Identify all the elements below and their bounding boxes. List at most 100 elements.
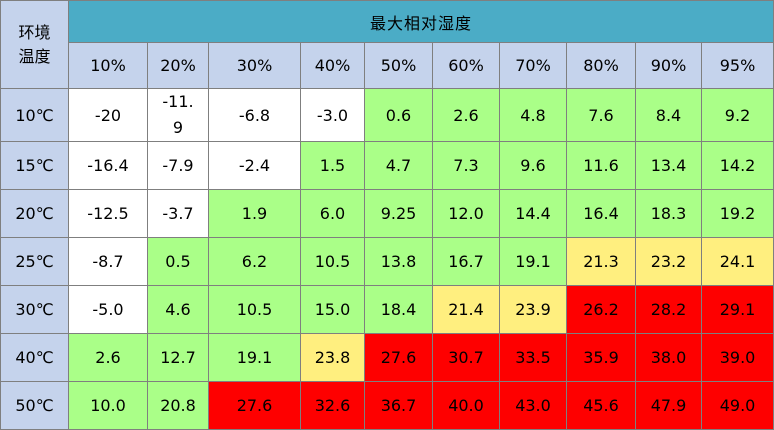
dew-point-cell: 2.6 xyxy=(432,88,500,142)
table-row: 25℃ -8.7 0.5 6.2 10.5 13.8 16.7 19.1 21.3 23.2 24.… xyxy=(0,237,774,286)
dew-point-cell: -11.9 xyxy=(147,88,209,142)
row-temperature-label: 25℃ xyxy=(0,237,69,286)
dew-point-cell: -20 xyxy=(68,88,148,142)
dew-point-cell: 32.6 xyxy=(300,381,365,430)
dew-point-cell: 19.1 xyxy=(208,333,301,382)
row-temperature-label: 15℃ xyxy=(0,141,69,190)
dew-point-cell: 20.8 xyxy=(147,381,209,430)
dew-point-cell: 9.2 xyxy=(700,88,774,142)
dew-point-cell: 43.0 xyxy=(499,381,567,430)
table-row: 50℃ 10.0 20.8 27.6 32.6 36.7 40.0 43.0 45.6 47.9 4… xyxy=(0,381,774,430)
dew-point-cell: 7.3 xyxy=(432,141,500,190)
dew-point-cell: 27.6 xyxy=(364,333,433,382)
dew-point-cell: 14.2 xyxy=(700,141,774,190)
humidity-header-20pct: 20% xyxy=(147,42,209,89)
dew-point-cell: 21.3 xyxy=(566,237,636,286)
dew-point-cell: 1.5 xyxy=(300,141,365,190)
dew-point-cell: 10.5 xyxy=(300,237,365,286)
dew-point-cell: 8.4 xyxy=(635,88,702,142)
dew-point-cell: -5.0 xyxy=(68,285,148,334)
humidity-header-95pct: 95% xyxy=(700,42,774,89)
dew-point-cell: 21.4 xyxy=(432,285,500,334)
row-temperature-label: 30℃ xyxy=(0,285,69,334)
dew-point-cell: 49.0 xyxy=(700,381,774,430)
dew-point-cell: -2.4 xyxy=(208,141,301,190)
corner-label: 环境温度 xyxy=(18,22,51,66)
dew-point-cell: 36.7 xyxy=(364,381,433,430)
table-title: 最大相对湿度 xyxy=(67,0,774,43)
dew-point-cell: 40.0 xyxy=(432,381,500,430)
dew-point-cell: 4.7 xyxy=(364,141,433,190)
dew-point-cell: 19.2 xyxy=(700,189,774,238)
dew-point-cell: -6.8 xyxy=(208,88,301,142)
ambient-temperature-header: 环境温度 xyxy=(0,0,69,89)
dew-point-cell: 2.6 xyxy=(68,333,148,382)
dew-point-cell: 16.4 xyxy=(566,189,636,238)
dew-point-cell: 6.0 xyxy=(300,189,365,238)
humidity-header-60pct: 60% xyxy=(432,42,500,89)
humidity-header-row: 10% 20% 30% 40% 50% 60% 70% 80% 90% 95% xyxy=(1,42,774,89)
table-row: 30℃ -5.0 4.6 10.5 15.0 18.4 21.4 23.9 26.2 28.2 29… xyxy=(0,285,774,334)
dew-point-cell: 39.0 xyxy=(700,333,774,382)
dew-point-cell: -12.5 xyxy=(68,189,148,238)
dew-point-cell: 4.6 xyxy=(147,285,209,334)
row-temperature-label: 10℃ xyxy=(0,88,69,142)
dew-point-cell: 45.6 xyxy=(566,381,636,430)
dew-point-cell: 14.4 xyxy=(499,189,567,238)
dew-point-cell: -16.4 xyxy=(68,141,148,190)
dew-point-cell: 30.7 xyxy=(432,333,500,382)
humidity-header-70pct: 70% xyxy=(499,42,567,89)
dew-point-cell: 23.9 xyxy=(499,285,567,334)
humidity-header-90pct: 90% xyxy=(635,42,702,89)
table-row: 20℃ -12.5 -3.7 1.9 6.0 9.25 12.0 14.4 16.4 18.3 19… xyxy=(0,189,774,238)
dew-point-cell: 16.7 xyxy=(432,237,500,286)
dew-point-cell: 26.2 xyxy=(566,285,636,334)
dew-point-cell: -8.7 xyxy=(68,237,148,286)
humidity-header-10pct: 10% xyxy=(68,42,148,89)
row-temperature-label: 50℃ xyxy=(0,381,69,430)
dew-point-cell: 23.8 xyxy=(300,333,365,382)
dew-point-cell: 9.6 xyxy=(499,141,567,190)
dew-point-cell: 7.6 xyxy=(566,88,636,142)
table-row: 40℃ 2.6 12.7 19.1 23.8 27.6 30.7 33.5 35.9 38.0 39… xyxy=(0,333,774,382)
table-row: 15℃ -16.4 -7.9 -2.4 1.5 4.7 7.3 9.6 11.6 13.4 14.2 xyxy=(0,141,774,190)
dew-point-cell: 23.2 xyxy=(635,237,702,286)
dew-point-cell: 0.5 xyxy=(147,237,209,286)
dew-point-cell: 38.0 xyxy=(635,333,702,382)
dew-point-cell: 0.6 xyxy=(364,88,433,142)
dew-point-cell: 35.9 xyxy=(566,333,636,382)
row-temperature-label: 20℃ xyxy=(0,189,69,238)
dew-point-cell: 11.6 xyxy=(566,141,636,190)
dew-point-cell: 6.2 xyxy=(208,237,301,286)
dew-point-cell: 15.0 xyxy=(300,285,365,334)
dew-point-cell: -3.0 xyxy=(300,88,365,142)
dew-point-cell: 12.7 xyxy=(147,333,209,382)
humidity-header-40pct: 40% xyxy=(300,42,365,89)
dew-point-cell: 19.1 xyxy=(499,237,567,286)
dew-point-cell: -7.9 xyxy=(147,141,209,190)
dew-point-cell: 47.9 xyxy=(635,381,702,430)
humidity-header-50pct: 50% xyxy=(364,42,433,89)
dew-point-cell: -3.7 xyxy=(147,189,209,238)
dew-point-cell: 9.25 xyxy=(364,189,433,238)
cell-value: -11.9 xyxy=(162,92,194,137)
dew-point-cell: 4.8 xyxy=(499,88,567,142)
dew-point-cell: 29.1 xyxy=(700,285,774,334)
dew-point-cell: 10.0 xyxy=(68,381,148,430)
row-temperature-label: 40℃ xyxy=(0,333,69,382)
dew-point-cell: 13.8 xyxy=(364,237,433,286)
dew-point-cell: 27.6 xyxy=(208,381,301,430)
dew-point-cell: 18.3 xyxy=(635,189,702,238)
dew-point-cell: 1.9 xyxy=(208,189,301,238)
dew-point-cell: 24.1 xyxy=(700,237,774,286)
dew-point-cell: 18.4 xyxy=(364,285,433,334)
dew-point-cell: 13.4 xyxy=(635,141,702,190)
humidity-header-80pct: 80% xyxy=(566,42,636,89)
dew-point-cell: 10.5 xyxy=(208,285,301,334)
dew-point-cell: 12.0 xyxy=(432,189,500,238)
table-row: 10℃ -20 -11.9 -6.8 -3.0 0.6 2.6 4.8 7.6 8.4 9.2 xyxy=(0,88,774,142)
humidity-header-30pct: 30% xyxy=(208,42,301,89)
dew-point-cell: 28.2 xyxy=(635,285,702,334)
dew-point-cell: 33.5 xyxy=(499,333,567,382)
